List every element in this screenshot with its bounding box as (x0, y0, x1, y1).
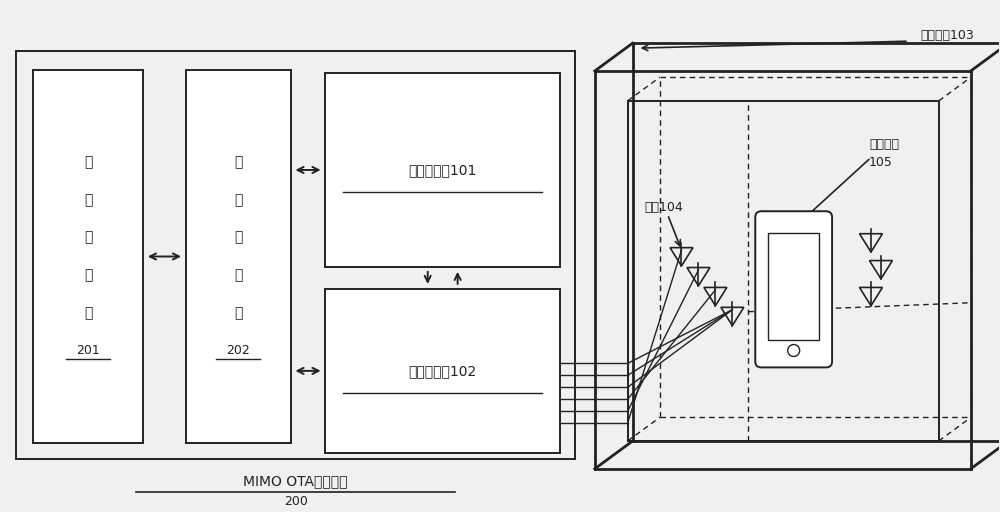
FancyBboxPatch shape (755, 211, 832, 368)
Text: 测: 测 (234, 230, 242, 245)
Text: 试: 试 (234, 268, 242, 283)
Bar (16, 51, 575, 459)
Text: 消声暗室103: 消声暗室103 (920, 29, 974, 41)
Bar (768, 233, 819, 339)
Text: 口: 口 (234, 193, 242, 207)
Text: 器: 器 (84, 306, 92, 320)
Text: 105: 105 (869, 156, 893, 169)
Text: 手机终端: 手机终端 (869, 138, 899, 151)
Text: 信道仿真仳102: 信道仿真仳102 (409, 364, 477, 378)
Bar (325, 289, 560, 453)
Text: 拟: 拟 (84, 268, 92, 283)
Text: MIMO OTA测试系统: MIMO OTA测试系统 (243, 474, 348, 488)
Text: 链: 链 (84, 155, 92, 169)
Text: 路: 路 (84, 193, 92, 207)
Text: 202: 202 (226, 345, 250, 357)
Text: 空: 空 (234, 155, 242, 169)
Bar (325, 73, 560, 267)
Bar (186, 70, 291, 443)
Text: 200: 200 (284, 495, 308, 508)
Text: 仳: 仳 (234, 306, 242, 320)
Text: 201: 201 (76, 345, 100, 357)
Bar (33, 70, 143, 443)
Text: 基站模拟器101: 基站模拟器101 (408, 163, 477, 177)
Text: 天线104: 天线104 (645, 201, 683, 214)
Text: 模: 模 (84, 230, 92, 245)
